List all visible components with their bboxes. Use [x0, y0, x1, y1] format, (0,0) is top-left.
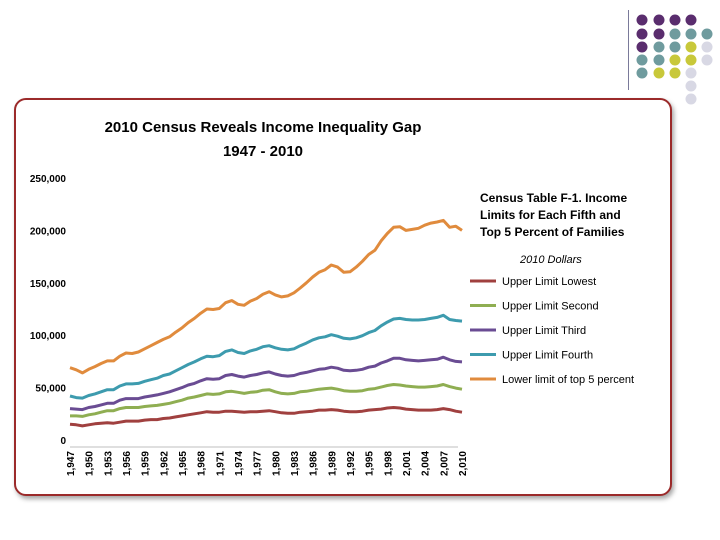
- x-tick-label: 2,007: [439, 451, 450, 476]
- decorative-dot: [701, 41, 713, 53]
- x-tick-label: 1,986: [309, 451, 320, 476]
- decorative-dot: [636, 54, 648, 66]
- decorative-dot: [653, 28, 665, 40]
- decorative-dot: [636, 67, 648, 79]
- y-axis: 0 50,000 100,000 150,000 200,000 250,000: [30, 174, 67, 447]
- x-axis: 1,947 1,950 1,953 1,956 1,959 1,962 1,965 1,968…: [66, 446, 469, 476]
- legend-entry-label: Upper Limit Second: [502, 301, 599, 313]
- x-tick-label: 2,010: [458, 451, 469, 476]
- decorative-dot: [669, 67, 681, 79]
- x-tick-label: 1,983: [290, 451, 301, 476]
- decorative-dot: [685, 80, 697, 92]
- decorative-dot: [685, 67, 697, 79]
- legend-entry-label: Lower limit of top 5 percent: [502, 374, 634, 386]
- header-divider-line: [628, 10, 629, 90]
- series-line: [69, 355, 463, 412]
- decorative-dot-grid: [636, 14, 713, 105]
- decorative-dot: [701, 54, 713, 66]
- legend: Census Table F-1. Income Limits for Each …: [470, 191, 634, 386]
- decorative-dot: [653, 14, 665, 26]
- series-line: [69, 313, 463, 400]
- x-tick-label: 2,004: [421, 451, 432, 476]
- legend-title-line: Census Table F-1. Income: [480, 191, 627, 205]
- legend-entry-label: Upper Limit Fourth: [502, 350, 593, 362]
- decorative-dot: [653, 54, 665, 66]
- x-tick-label: 1,974: [234, 451, 245, 476]
- x-tick-label: 1,947: [66, 451, 77, 476]
- legend-title-line: Top 5 Percent of Families: [480, 225, 625, 239]
- x-tick-label: 1,995: [365, 451, 376, 476]
- chart-subtitle: 1947 - 2010: [223, 143, 303, 160]
- x-tick-label: 1,971: [215, 451, 226, 476]
- y-tick-label: 200,000: [30, 226, 67, 237]
- chart-panel: [14, 98, 672, 496]
- decorative-dot: [669, 41, 681, 53]
- decorative-dot: [669, 28, 681, 40]
- x-tick-label: 1,968: [197, 451, 208, 476]
- x-tick-label: 1,998: [383, 451, 394, 476]
- series-line: [69, 406, 463, 428]
- decorative-dot: [685, 14, 697, 26]
- y-tick-label: 250,000: [30, 174, 67, 185]
- decorative-dot: [636, 28, 648, 40]
- x-tick-label: 1,992: [346, 451, 357, 476]
- y-tick-label: 100,000: [30, 331, 67, 342]
- x-tick-label: 1,950: [85, 451, 96, 476]
- decorative-dot: [636, 14, 648, 26]
- decorative-dot: [685, 28, 697, 40]
- chart-title: 2010 Census Reveals Income Inequality Ga…: [105, 119, 422, 136]
- legend-subtitle: 2010 Dollars: [519, 254, 582, 266]
- x-tick-label: 1,965: [178, 451, 189, 476]
- series-lines: [69, 218, 463, 428]
- decorative-dot: [685, 54, 697, 66]
- decorative-dot: [653, 41, 665, 53]
- x-tick-label: 2,001: [402, 451, 413, 476]
- decorative-dot: [669, 54, 681, 66]
- x-tick-label: 1,953: [103, 451, 114, 476]
- x-tick-label: 1,962: [159, 451, 170, 476]
- decorative-dot: [685, 93, 697, 105]
- y-tick-label: 150,000: [30, 279, 67, 290]
- decorative-dot: [669, 14, 681, 26]
- decorative-dot: [636, 41, 648, 53]
- x-tick-label: 1,980: [271, 451, 282, 476]
- series-line: [69, 218, 463, 375]
- legend-title-line: Limits for Each Fifth and: [480, 208, 621, 222]
- x-tick-label: 1,959: [141, 451, 152, 476]
- decorative-dot: [701, 28, 713, 40]
- x-tick-label: 1,989: [327, 451, 338, 476]
- legend-entry-label: Upper Limit Third: [502, 325, 586, 337]
- series-line: [70, 383, 463, 418]
- y-tick-label: 0: [60, 436, 66, 447]
- decorative-dot: [653, 67, 665, 79]
- x-tick-label: 1,977: [253, 451, 264, 476]
- x-tick-label: 1,956: [122, 451, 133, 476]
- decorative-dot: [685, 41, 697, 53]
- y-tick-label: 50,000: [35, 384, 66, 395]
- legend-entry-label: Upper Limit Lowest: [502, 276, 596, 288]
